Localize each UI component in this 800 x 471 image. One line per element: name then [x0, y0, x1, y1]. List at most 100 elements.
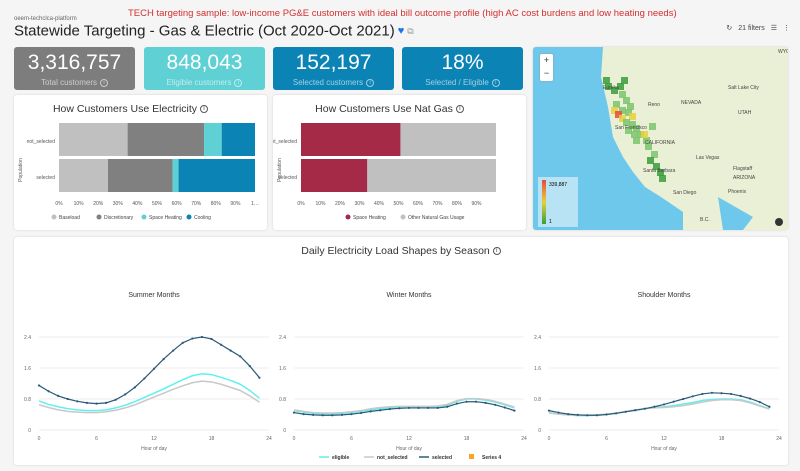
heat-cell: [649, 123, 656, 130]
data-point: [576, 413, 579, 416]
breadcrumb[interactable]: oeem-techclca-platform: [14, 16, 77, 22]
heat-cell: [619, 91, 626, 98]
map-place-label: San Francisco: [615, 125, 647, 131]
bar-segment-space-heating: [204, 123, 222, 156]
data-point: [312, 413, 315, 416]
customer-map[interactable]: Eureka Reno NEVADA Salt Lake City UTAH San Fr…: [533, 47, 788, 230]
data-point: [398, 407, 401, 410]
gas-bar-chart: Population not_selected selected 0% 10% 20% 30…: [269, 123, 496, 221]
map-place-label: ARIZONA: [733, 175, 756, 181]
legend-label: Space Heating: [353, 215, 386, 221]
x-tick-label: 0%: [55, 201, 63, 207]
x-tick-label: 0: [548, 436, 551, 442]
legend-marker: [96, 214, 102, 220]
legend-label: not_selected: [377, 455, 408, 461]
heat-cell: [625, 109, 632, 116]
data-point: [739, 394, 742, 397]
y-tick-label: 1.6: [279, 366, 286, 372]
x-tick-label: 40%: [374, 201, 385, 207]
data-point: [653, 405, 656, 408]
x-tick-label: 10%: [315, 201, 326, 207]
favorite-heart-icon[interactable]: ♥: [397, 25, 405, 38]
electricity-usage-card: How Customers Use Electricity i Populatio…: [14, 95, 267, 230]
data-point: [95, 402, 98, 405]
data-point: [417, 406, 420, 410]
kpi-label: Selected / Eligible i: [402, 78, 523, 87]
bar-segment-space-heating: [301, 159, 368, 192]
map-place-label: Phoenix: [728, 189, 747, 195]
x-tick-label: 12: [406, 436, 412, 442]
info-icon[interactable]: i: [455, 105, 464, 114]
data-point: [359, 411, 363, 415]
heat-cell: [605, 83, 612, 90]
x-tick-label: 20%: [93, 201, 104, 207]
note-text: TECH targeting sample: low-income PG&E c…: [128, 8, 677, 19]
info-icon[interactable]: i: [234, 78, 243, 87]
x-tick-label: 6: [95, 436, 98, 442]
zoom-in-button[interactable]: +: [543, 55, 550, 65]
filters-button[interactable]: 21 filters: [738, 24, 765, 32]
info-icon[interactable]: i: [100, 78, 109, 87]
x-tick-label: 30%: [113, 201, 124, 207]
map-place-label: Salt Lake City: [728, 85, 759, 91]
map-info-icon[interactable]: [775, 218, 783, 226]
kpi-label: Eligible customers i: [144, 78, 265, 87]
heat-cell: [645, 143, 652, 150]
x-tick-label: 0: [38, 436, 41, 442]
zoom-out-button[interactable]: −: [543, 68, 550, 78]
x-tick-label: 70%: [432, 201, 443, 207]
panel-title: Winter Months: [386, 292, 432, 299]
data-point: [701, 392, 704, 396]
heat-cell: [633, 137, 640, 144]
refresh-icon[interactable]: ↻: [726, 25, 733, 32]
x-tick-label: 30%: [354, 201, 365, 207]
data-point: [37, 384, 41, 387]
legend-label: Space Heating: [149, 215, 182, 221]
legend-label: Discretionary: [104, 215, 134, 221]
legend-max: 339,887: [549, 182, 567, 188]
data-point: [662, 403, 666, 406]
data-point: [494, 403, 497, 406]
map-place-label: Las Vegas: [696, 155, 720, 161]
data-point: [436, 406, 439, 410]
legend-label: Cooling: [194, 215, 211, 221]
info-icon[interactable]: i: [366, 78, 375, 87]
more-icon[interactable]: ⋮: [783, 25, 790, 32]
legend-min: 1: [549, 219, 552, 225]
heat-cell: [653, 163, 660, 170]
data-point: [152, 367, 156, 370]
x-tick-label: 24: [776, 436, 782, 442]
data-point: [455, 402, 459, 405]
data-point: [66, 397, 69, 401]
legend-label: Series 4: [482, 455, 501, 461]
data-point: [369, 410, 372, 413]
info-icon[interactable]: i: [491, 78, 500, 87]
map-place-label: B.C.: [700, 217, 710, 223]
kpi-label-text: Total customers: [40, 78, 98, 87]
heat-cell: [603, 77, 610, 84]
data-point: [474, 400, 478, 403]
copy-icon[interactable]: ⧉: [407, 25, 414, 36]
heatmap-cells: [603, 77, 666, 182]
x-tick-label: 90%: [230, 201, 241, 207]
x-tick-label: 6: [350, 436, 353, 442]
data-point: [682, 397, 685, 401]
x-tick-label: 18: [209, 436, 215, 442]
data-point: [114, 398, 117, 401]
map-canvas[interactable]: Eureka Reno NEVADA Salt Lake City UTAH San Fr…: [533, 47, 788, 230]
info-icon[interactable]: i: [492, 247, 501, 256]
info-icon[interactable]: i: [200, 105, 209, 114]
map-place-label: San Diego: [673, 190, 697, 196]
heat-cell: [641, 131, 648, 138]
data-point: [595, 414, 599, 417]
x-tick-label: 60%: [413, 201, 424, 207]
data-point: [210, 337, 213, 341]
x-tick-label: 0%: [297, 201, 305, 207]
series-line-selected: [293, 401, 515, 416]
filter-icon[interactable]: ☰: [770, 25, 777, 32]
gas-title: How Customers Use Nat Gas i: [273, 103, 506, 115]
x-tick-label: 10%: [74, 201, 85, 207]
bar-segment-space-heating: [301, 123, 401, 156]
data-point: [388, 407, 391, 411]
load-shapes-card: Daily Electricity Load Shapes by Season i…: [14, 237, 788, 465]
